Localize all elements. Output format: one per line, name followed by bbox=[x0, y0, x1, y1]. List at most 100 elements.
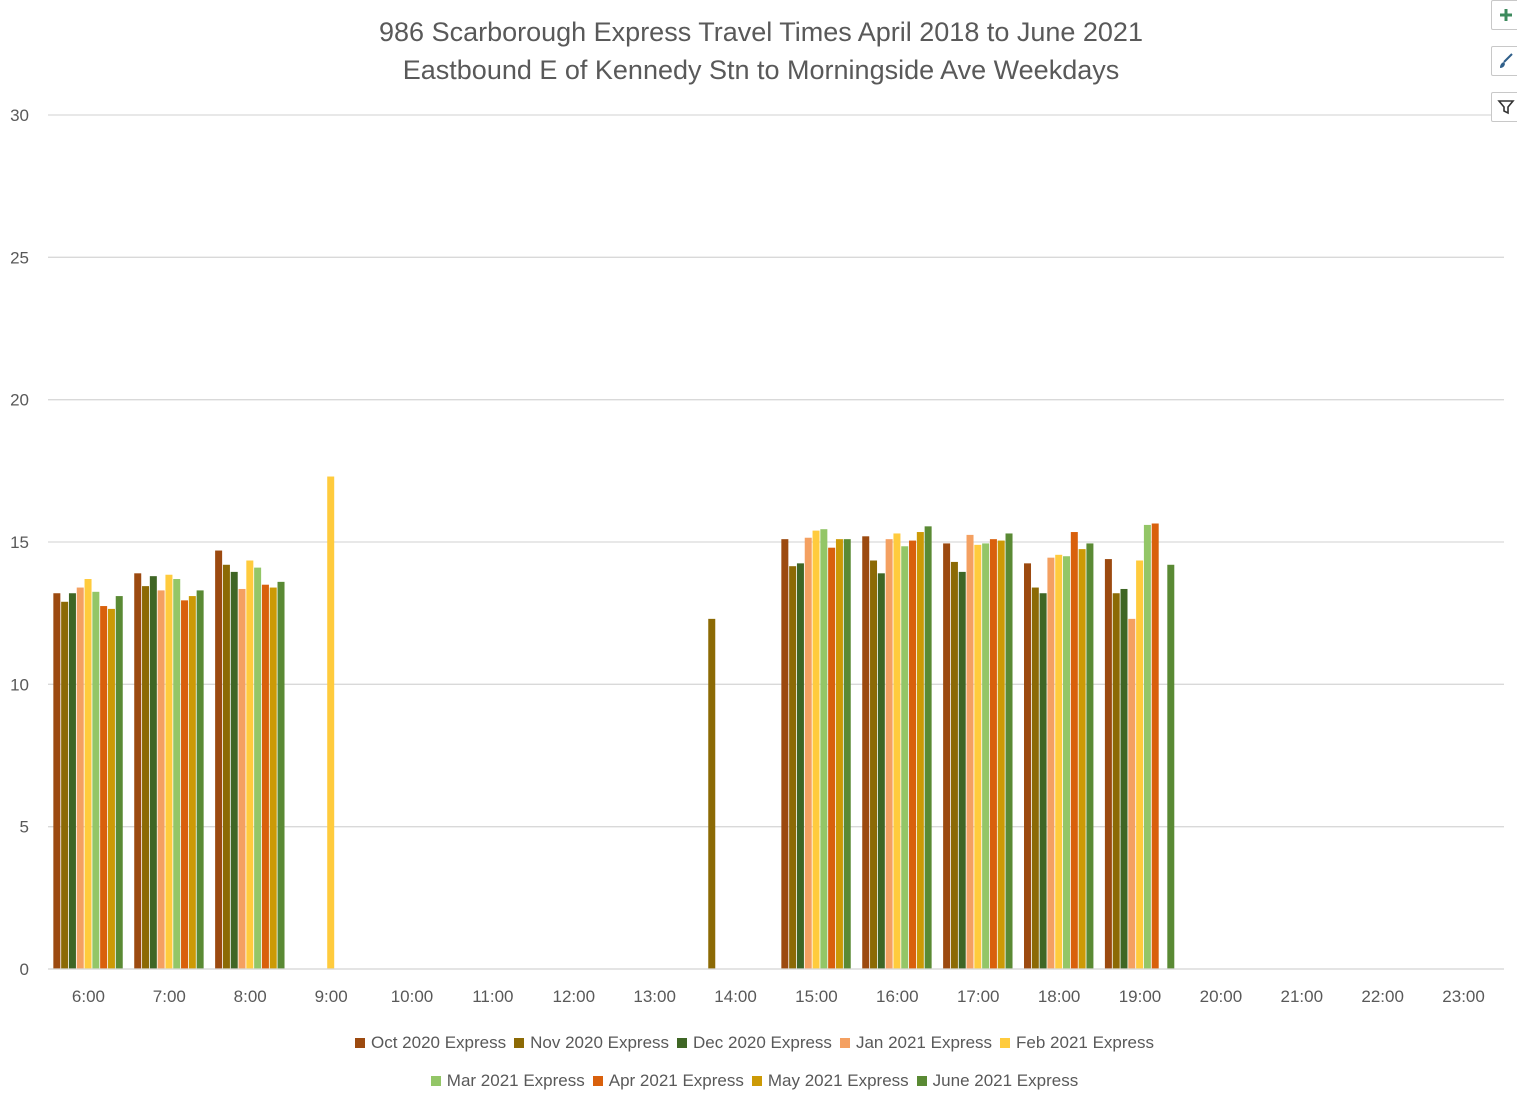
bar bbox=[862, 536, 870, 969]
bar bbox=[100, 606, 108, 969]
bar bbox=[196, 590, 204, 969]
legend-item: June 2021 Express bbox=[916, 1071, 1079, 1091]
bar bbox=[68, 593, 76, 969]
x-tick-label: 14:00 bbox=[714, 987, 757, 1006]
bar bbox=[1005, 533, 1013, 969]
y-tick-label: 5 bbox=[20, 818, 29, 837]
legend-swatch bbox=[916, 1076, 927, 1086]
bar bbox=[173, 579, 181, 969]
legend-row-1: Oct 2020 Express Nov 2020 Express Dec 2020… bbox=[0, 1024, 1517, 1062]
legend-swatch bbox=[592, 1076, 603, 1086]
bar bbox=[1136, 560, 1144, 969]
bar bbox=[989, 539, 997, 969]
bar bbox=[1120, 588, 1128, 969]
y-axis: 0 5 10 15 20 25 30 bbox=[10, 106, 29, 979]
x-tick-label: 16:00 bbox=[876, 987, 919, 1006]
x-tick-label: 13:00 bbox=[633, 987, 676, 1006]
legend-item: Dec 2020 Express bbox=[677, 1033, 832, 1053]
bar bbox=[789, 566, 797, 969]
chart-subtitle: Eastbound E of Kennedy Stn to Morningsid… bbox=[403, 55, 1119, 85]
legend-swatch bbox=[839, 1038, 850, 1048]
legend-label: June 2021 Express bbox=[932, 1071, 1079, 1090]
x-tick-label: 6:00 bbox=[72, 987, 105, 1006]
legend-item: Jan 2021 Express bbox=[839, 1033, 992, 1053]
bar bbox=[997, 540, 1005, 969]
legend-label: Oct 2020 Express bbox=[371, 1033, 507, 1052]
bar bbox=[115, 596, 123, 969]
bar bbox=[53, 593, 61, 969]
bar bbox=[215, 550, 223, 969]
bar bbox=[142, 586, 150, 969]
legend-label: May 2021 Express bbox=[767, 1071, 909, 1090]
legend-label: Mar 2021 Express bbox=[446, 1071, 585, 1090]
chart-canvas: 986 Scarborough Express Travel Times Apr… bbox=[10, 17, 1504, 1006]
legend-item: Nov 2020 Express bbox=[514, 1033, 669, 1053]
bar bbox=[1143, 524, 1151, 969]
x-tick-label: 8:00 bbox=[234, 987, 267, 1006]
bar bbox=[812, 530, 820, 969]
bar bbox=[950, 561, 958, 969]
bar bbox=[1086, 543, 1094, 969]
bar bbox=[84, 579, 92, 969]
y-tick-label: 15 bbox=[10, 533, 29, 552]
bar bbox=[269, 587, 277, 969]
bar bbox=[149, 576, 157, 969]
filter-icon[interactable] bbox=[1491, 92, 1517, 122]
bar bbox=[1078, 549, 1086, 969]
bar bbox=[804, 537, 812, 969]
legend-swatch bbox=[430, 1076, 441, 1086]
x-tick-label: 12:00 bbox=[553, 987, 596, 1006]
chart-title: 986 Scarborough Express Travel Times Apr… bbox=[379, 17, 1143, 47]
x-tick-label: 23:00 bbox=[1442, 987, 1485, 1006]
x-tick-label: 10:00 bbox=[391, 987, 434, 1006]
bar bbox=[246, 560, 254, 969]
bar bbox=[254, 567, 262, 969]
bar bbox=[61, 601, 69, 969]
bar bbox=[92, 591, 100, 969]
bar bbox=[916, 532, 924, 969]
legend-swatch bbox=[1000, 1038, 1011, 1048]
bar bbox=[835, 539, 843, 969]
bar bbox=[1031, 587, 1039, 969]
x-tick-label: 15:00 bbox=[795, 987, 838, 1006]
bar bbox=[277, 581, 285, 969]
bar bbox=[909, 540, 917, 969]
bar bbox=[1055, 554, 1063, 969]
x-tick-label: 22:00 bbox=[1361, 987, 1404, 1006]
bar bbox=[157, 590, 165, 969]
bar bbox=[222, 564, 230, 969]
bar bbox=[181, 600, 189, 969]
bar bbox=[107, 608, 115, 969]
bar bbox=[843, 539, 851, 969]
legend-label: Dec 2020 Express bbox=[693, 1033, 832, 1052]
legend-label: Nov 2020 Express bbox=[530, 1033, 670, 1052]
legend-label: Feb 2021 Express bbox=[1016, 1033, 1154, 1052]
bar bbox=[958, 571, 966, 969]
bar bbox=[230, 571, 238, 969]
bar bbox=[901, 546, 909, 969]
bar bbox=[877, 573, 885, 969]
legend-item: Feb 2021 Express bbox=[1000, 1033, 1154, 1053]
x-tick-label: 17:00 bbox=[957, 987, 1000, 1006]
bar bbox=[261, 584, 269, 969]
brush-icon[interactable] bbox=[1491, 46, 1517, 76]
bar bbox=[828, 547, 836, 969]
bar bbox=[974, 544, 982, 969]
bar bbox=[1167, 564, 1175, 969]
x-tick-label: 9:00 bbox=[315, 987, 348, 1006]
bar bbox=[982, 543, 990, 969]
bar bbox=[1024, 563, 1032, 969]
y-tick-label: 25 bbox=[10, 248, 29, 267]
bar bbox=[870, 560, 878, 969]
bar bbox=[1070, 532, 1078, 969]
bar bbox=[781, 539, 789, 969]
x-tick-label: 7:00 bbox=[153, 987, 186, 1006]
x-tick-label: 19:00 bbox=[1119, 987, 1162, 1006]
bar bbox=[796, 563, 804, 969]
legend-item: Mar 2021 Express bbox=[430, 1071, 585, 1091]
legend-label: Apr 2021 Express bbox=[608, 1071, 744, 1090]
legend-item: Apr 2021 Express bbox=[592, 1071, 744, 1091]
legend-item: May 2021 Express bbox=[751, 1071, 909, 1091]
x-tick-label: 18:00 bbox=[1038, 987, 1081, 1006]
plus-icon[interactable] bbox=[1491, 0, 1517, 30]
